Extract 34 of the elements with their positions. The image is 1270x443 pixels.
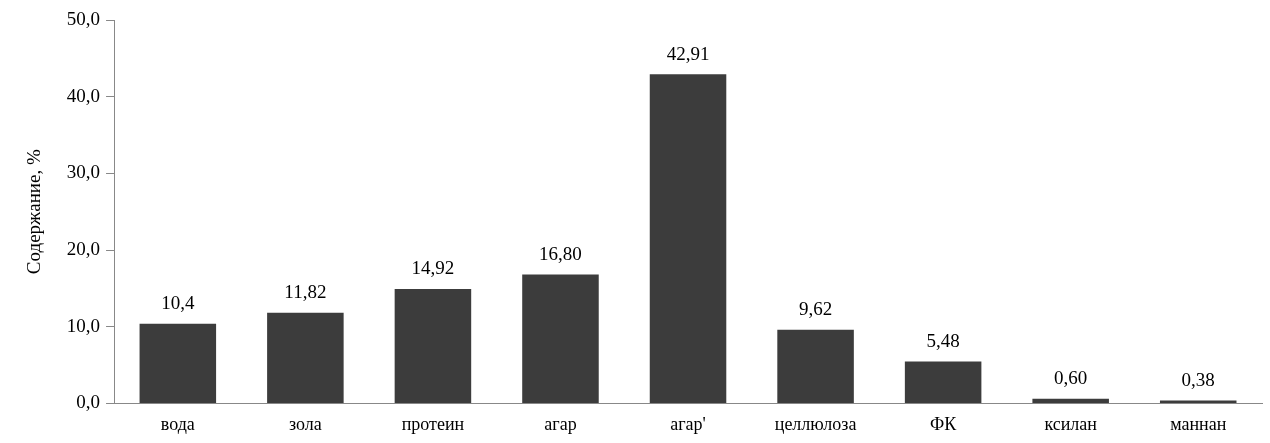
x-tick-label: вода <box>160 413 195 434</box>
bar <box>649 74 727 403</box>
bar <box>139 323 217 403</box>
bar <box>394 288 472 403</box>
x-tick-label: ФК <box>930 413 958 434</box>
bar <box>904 361 982 403</box>
x-tick-label: агар <box>544 413 577 434</box>
y-tick-label: 30,0 <box>66 161 101 183</box>
data-label: 42,91 <box>666 42 710 64</box>
y-tick-label: 40,0 <box>66 84 101 106</box>
data-label: 9,62 <box>798 298 833 320</box>
bar <box>267 312 344 403</box>
bar <box>1032 398 1109 403</box>
x-tick-label: протеин <box>401 413 465 434</box>
data-label: 10,4 <box>161 292 195 314</box>
x-tick-label: целлюлоза <box>774 413 857 434</box>
x-tick-label: агар' <box>670 413 706 434</box>
data-label: 0,60 <box>1054 367 1088 389</box>
bar <box>777 329 854 403</box>
bar <box>1159 400 1237 403</box>
y-tick-label: 20,0 <box>66 238 101 260</box>
x-tick-label: маннан <box>1170 413 1227 434</box>
x-tick-label: зола <box>289 413 322 434</box>
data-label: 5,48 <box>926 329 960 351</box>
y-tick-label: 10,0 <box>66 314 101 336</box>
bar <box>522 274 599 403</box>
y-tick-label: 0,0 <box>76 391 101 413</box>
y-axis-title: Содержание, % <box>23 149 45 275</box>
y-tick-label: 50,0 <box>66 7 101 29</box>
data-label: 11,82 <box>284 281 327 303</box>
data-label: 0,38 <box>1181 368 1215 390</box>
data-label: 16,80 <box>539 243 582 265</box>
x-tick-label: ксилан <box>1044 413 1098 434</box>
data-label: 14,92 <box>411 257 455 279</box>
